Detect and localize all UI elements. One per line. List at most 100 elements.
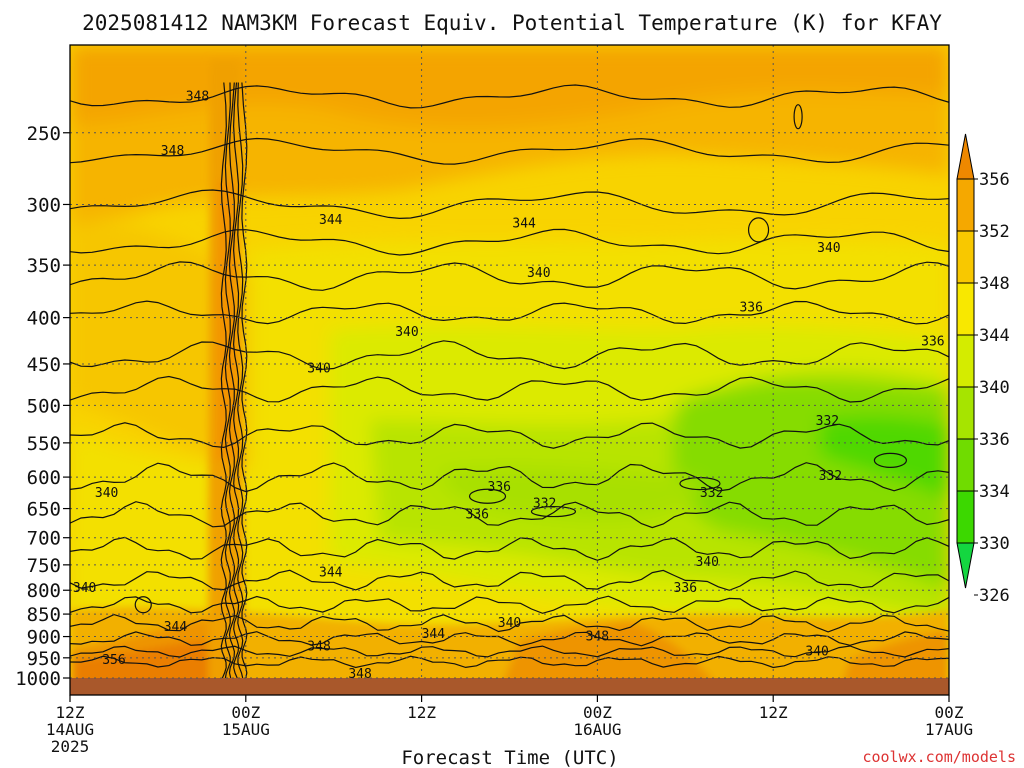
colorbar-swatch xyxy=(956,334,975,388)
contour-label: 332 xyxy=(816,414,839,429)
colorbar-swatch xyxy=(956,178,975,232)
field-band-348-lowlevel xyxy=(70,607,949,690)
contour-label: 340 xyxy=(395,325,418,340)
contour-label: 344 xyxy=(512,217,536,232)
x-tick-label: 15AUG xyxy=(222,720,270,739)
x-axis-label: Forecast Time (UTC) xyxy=(401,747,618,768)
colorbar-label: 352 xyxy=(979,222,1010,242)
colorbar-label: 326 xyxy=(979,586,1010,606)
y-tick-label: 250 xyxy=(27,123,61,145)
colorbar-bottom-arrow xyxy=(956,542,975,589)
y-tick-label: 750 xyxy=(27,555,61,577)
colorbar-label: 330 xyxy=(979,534,1010,554)
contour-label: 348 xyxy=(186,90,209,105)
contour-line xyxy=(70,422,949,449)
plot-frame xyxy=(69,44,950,696)
contour-loop xyxy=(679,476,721,491)
contour-loop xyxy=(793,104,803,130)
frontal-contour-line xyxy=(237,82,244,679)
colorbar-swatch xyxy=(956,490,975,544)
contour-line xyxy=(70,613,949,633)
x-tick-label: 14AUG xyxy=(46,720,94,739)
contour-line xyxy=(70,375,949,403)
y-tick-label: 550 xyxy=(27,433,61,455)
y-tick-label: 500 xyxy=(27,395,61,417)
contour-line xyxy=(70,189,949,220)
x-tick-label: 12Z xyxy=(56,703,85,722)
contour-label: 348 xyxy=(307,639,330,654)
contour-label: 344 xyxy=(319,566,343,581)
grid-lines xyxy=(70,45,949,679)
contour-line xyxy=(70,137,949,165)
surface-ground xyxy=(70,678,949,695)
y-tick-label: 950 xyxy=(27,648,61,670)
y-tick-label: 1000 xyxy=(15,668,61,690)
y-tick-label: 300 xyxy=(27,194,61,216)
contour-line xyxy=(70,655,949,669)
contour-loop xyxy=(134,596,152,614)
colorbar-label: 348 xyxy=(979,274,1010,294)
x-tick-label: 2025 xyxy=(51,737,90,756)
contour-label: 340 xyxy=(498,616,521,631)
contour-label: 336 xyxy=(674,581,697,596)
y-tick-label: 400 xyxy=(27,308,61,330)
y-tick-label: 800 xyxy=(27,580,61,602)
contour-label: 336 xyxy=(466,508,489,523)
contour-label: 340 xyxy=(527,266,550,281)
y-tick-label: 850 xyxy=(27,604,61,626)
footer-credit: coolwx.com/models xyxy=(862,748,1016,766)
colorbar-label: 336 xyxy=(979,430,1010,450)
y-tick-label: 600 xyxy=(27,467,61,489)
contour-line xyxy=(70,261,949,291)
x-tick-label: 00Z xyxy=(231,703,260,722)
x-tick-label: 16AUG xyxy=(573,720,621,739)
contour-label: 348 xyxy=(586,630,609,645)
theta-e-field xyxy=(70,45,949,695)
colorbar-top-arrow xyxy=(956,133,975,180)
contour-line xyxy=(70,536,949,561)
y-tick-label: 350 xyxy=(27,255,61,277)
contour-line xyxy=(70,631,949,647)
contour-loop xyxy=(468,488,507,504)
contour-label: 340 xyxy=(307,361,330,376)
contour-loop xyxy=(873,452,908,468)
contour-label: 336 xyxy=(739,301,762,316)
contour-lines xyxy=(70,82,949,679)
chart-title: 2025081412 NAM3KM Forecast Equiv. Potent… xyxy=(82,11,942,35)
contour-label: 348 xyxy=(161,144,184,159)
frontal-contour-line xyxy=(232,82,240,679)
y-axis: 2503003504004505005506006507007508008509… xyxy=(15,123,70,690)
y-tick-label: 700 xyxy=(27,528,61,550)
colorbar-swatch xyxy=(956,438,975,492)
colorbar-label: 340 xyxy=(979,378,1010,398)
x-tick-label: 12Z xyxy=(407,703,436,722)
contour-line xyxy=(70,84,949,109)
colorbar-swatch xyxy=(956,386,975,440)
contour-label: 344 xyxy=(164,620,188,635)
x-tick-label: 00Z xyxy=(935,703,964,722)
contour-label: 356 xyxy=(102,653,125,668)
colorbar-swatch xyxy=(956,230,975,284)
contour-label: 340 xyxy=(73,581,96,596)
colorbar-label: 334 xyxy=(979,482,1010,502)
contour-labels: 348 348 344 344 340 340 336 340 340 336 332 332 336 3… xyxy=(73,90,945,683)
contour-line xyxy=(70,228,949,256)
y-tick-label: 900 xyxy=(27,627,61,649)
contour-line xyxy=(70,300,949,325)
contour-label: 332 xyxy=(533,497,556,512)
colorbar: 356 352 348 344 340 336 334 330 326 xyxy=(956,133,1010,606)
colorbar-swatch xyxy=(956,282,975,336)
contour-line xyxy=(70,462,949,493)
contour-label: 340 xyxy=(817,241,840,256)
colorbar-label: 356 xyxy=(979,170,1010,190)
contour-label: 340 xyxy=(805,645,828,660)
contour-line xyxy=(70,501,949,529)
y-tick-label: 650 xyxy=(27,499,61,521)
contour-label: 340 xyxy=(696,555,719,570)
x-tick-label: 00Z xyxy=(583,703,612,722)
frontal-contour-line xyxy=(220,82,227,679)
contour-loop xyxy=(747,217,770,243)
field-band-336-lowlevel xyxy=(440,465,700,522)
